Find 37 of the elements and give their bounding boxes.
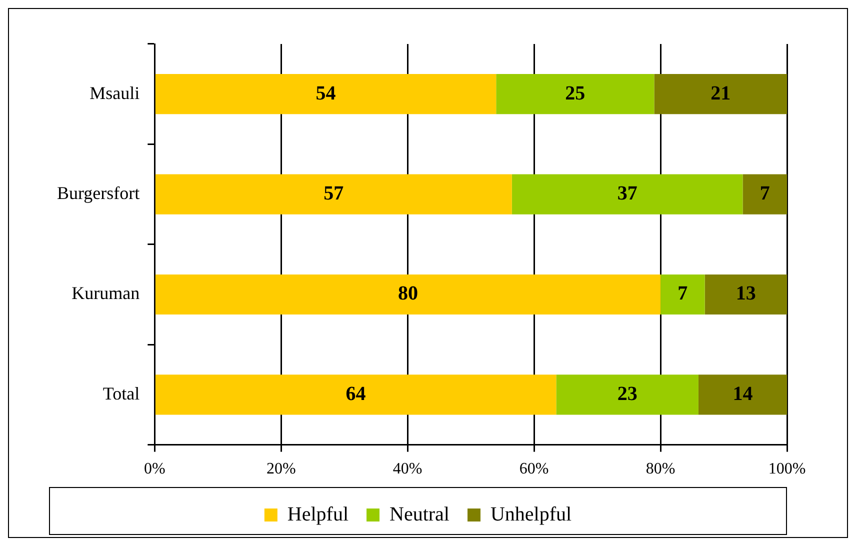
y-tick-label: Kuruman xyxy=(72,283,140,304)
data-label: 25 xyxy=(565,82,586,104)
x-tick-label: 20% xyxy=(266,460,296,478)
data-label: 23 xyxy=(617,382,638,405)
bar xyxy=(742,174,787,214)
bar xyxy=(496,74,654,114)
data-label: 7 xyxy=(760,182,770,204)
data-label: 54 xyxy=(316,82,336,104)
x-tick-label: 100% xyxy=(768,460,806,478)
bar xyxy=(704,274,787,315)
legend-label: Unhelpful xyxy=(490,503,572,526)
x-tick-label: 60% xyxy=(519,460,549,478)
data-label: 21 xyxy=(710,82,731,104)
y-tick-label: Total xyxy=(102,383,140,404)
data-label: 13 xyxy=(736,282,756,305)
bar xyxy=(155,274,661,315)
legend-label: Neutral xyxy=(390,503,450,526)
x-tick-label: 80% xyxy=(646,460,676,478)
bar xyxy=(654,74,787,114)
data-label: 80 xyxy=(398,282,418,305)
bar xyxy=(155,374,556,415)
data-label: 37 xyxy=(617,182,638,204)
y-tick-label: Burgersfort xyxy=(56,183,140,204)
bar xyxy=(155,174,512,214)
data-label: 7 xyxy=(678,282,688,305)
data-label: 64 xyxy=(346,382,366,405)
bar xyxy=(512,174,743,214)
data-label: 14 xyxy=(732,382,753,405)
bar xyxy=(556,374,698,415)
x-tick-label: 40% xyxy=(392,460,422,478)
legend-label: Helpful xyxy=(287,503,349,526)
data-label: 57 xyxy=(324,182,344,204)
bar xyxy=(660,274,705,315)
y-tick-label: Msauli xyxy=(90,82,140,103)
bar xyxy=(155,74,496,114)
bar xyxy=(698,374,787,415)
x-tick-label: 0% xyxy=(144,460,166,478)
